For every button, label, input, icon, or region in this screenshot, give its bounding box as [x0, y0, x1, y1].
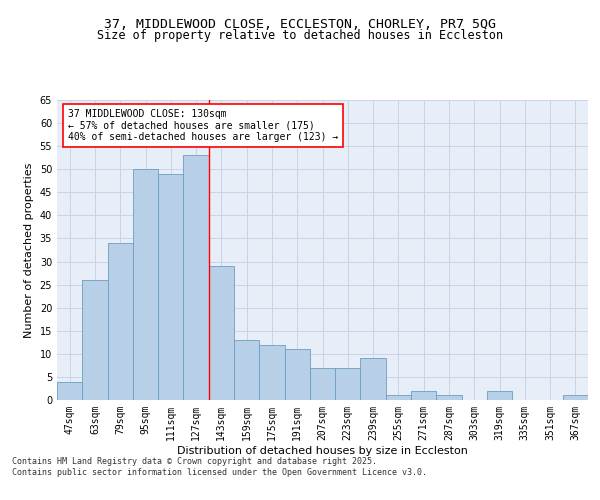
Bar [107, 243, 133, 400]
Bar [133, 169, 158, 400]
Text: Size of property relative to detached houses in Eccleston: Size of property relative to detached ho… [97, 29, 503, 42]
Y-axis label: Number of detached properties: Number of detached properties [24, 162, 34, 338]
Bar [158, 174, 184, 400]
Bar [284, 349, 310, 400]
Text: 37 MIDDLEWOOD CLOSE: 130sqm
← 57% of detached houses are smaller (175)
40% of se: 37 MIDDLEWOOD CLOSE: 130sqm ← 57% of det… [68, 109, 338, 142]
Bar [82, 280, 107, 400]
Bar [310, 368, 335, 400]
Bar [184, 156, 209, 400]
Bar [563, 396, 588, 400]
Bar [259, 344, 284, 400]
Bar [411, 391, 436, 400]
Text: Contains HM Land Registry data © Crown copyright and database right 2025.
Contai: Contains HM Land Registry data © Crown c… [12, 458, 427, 477]
Bar [361, 358, 386, 400]
Text: 37, MIDDLEWOOD CLOSE, ECCLESTON, CHORLEY, PR7 5QG: 37, MIDDLEWOOD CLOSE, ECCLESTON, CHORLEY… [104, 18, 496, 30]
Bar [487, 391, 512, 400]
Bar [335, 368, 361, 400]
X-axis label: Distribution of detached houses by size in Eccleston: Distribution of detached houses by size … [177, 446, 468, 456]
Bar [234, 340, 259, 400]
Bar [436, 396, 461, 400]
Bar [57, 382, 82, 400]
Bar [386, 396, 411, 400]
Bar [209, 266, 234, 400]
